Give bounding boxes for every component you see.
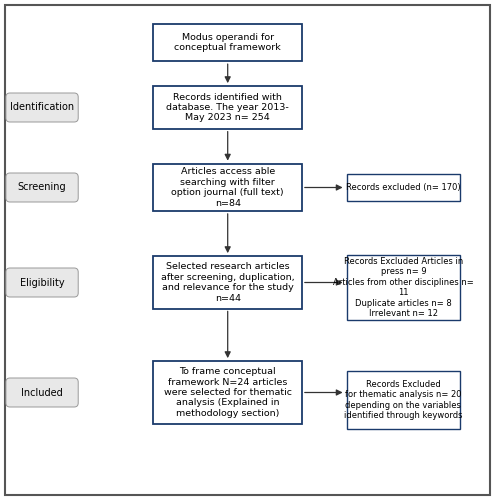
FancyBboxPatch shape	[346, 371, 460, 428]
FancyBboxPatch shape	[6, 173, 78, 202]
FancyBboxPatch shape	[6, 268, 78, 297]
FancyBboxPatch shape	[346, 255, 460, 320]
FancyBboxPatch shape	[153, 361, 302, 424]
Text: Eligibility: Eligibility	[20, 278, 64, 287]
Text: To frame conceptual
framework N=24 articles
were selected for thematic
analysis : To frame conceptual framework N=24 artic…	[164, 367, 292, 418]
FancyBboxPatch shape	[5, 5, 490, 495]
Text: Records Excluded
for thematic analysis n= 20
depending on the variables
identifi: Records Excluded for thematic analysis n…	[344, 380, 463, 420]
Text: Records Excluded Articles in
press n= 9
Articles from other disciplines n=
11
Du: Records Excluded Articles in press n= 9 …	[333, 257, 474, 318]
FancyBboxPatch shape	[153, 24, 302, 61]
Text: Identification: Identification	[10, 102, 74, 113]
Text: Included: Included	[21, 388, 63, 398]
FancyBboxPatch shape	[346, 174, 460, 201]
Text: Records excluded (n= 170): Records excluded (n= 170)	[346, 183, 461, 192]
FancyBboxPatch shape	[153, 164, 302, 211]
Text: Screening: Screening	[18, 182, 66, 192]
Text: Records identified with
database. The year 2013-
May 2023 n= 254: Records identified with database. The ye…	[166, 92, 289, 122]
Text: Articles access able
searching with filter
option journal (full text)
n=84: Articles access able searching with filt…	[171, 168, 284, 207]
FancyBboxPatch shape	[6, 378, 78, 407]
FancyBboxPatch shape	[153, 86, 302, 128]
FancyBboxPatch shape	[6, 93, 78, 122]
Text: Modus operandi for
conceptual framework: Modus operandi for conceptual framework	[174, 33, 281, 52]
Text: Selected research articles
after screening, duplication,
and relevance for the s: Selected research articles after screeni…	[161, 262, 295, 302]
FancyBboxPatch shape	[153, 256, 302, 308]
